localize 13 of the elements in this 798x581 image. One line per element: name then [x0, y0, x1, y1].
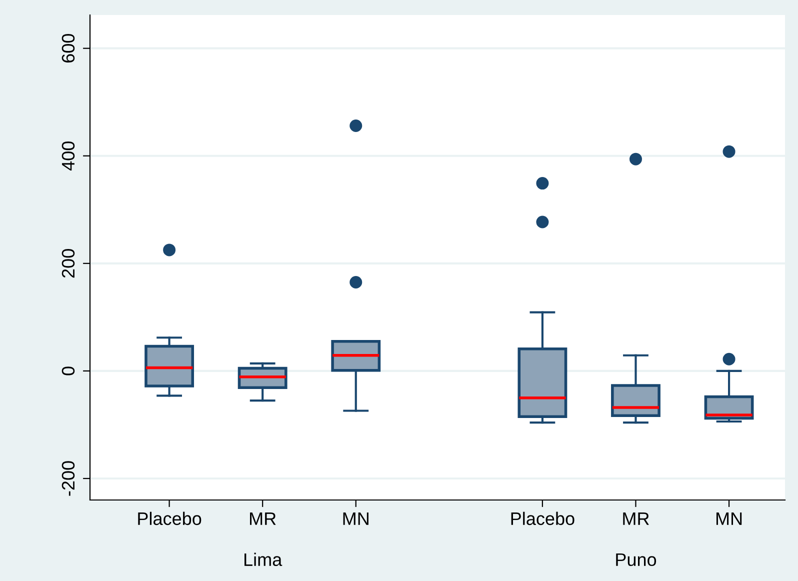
text: Puno [616, 553, 656, 566]
y-tick-label: 600 [62, 34, 75, 62]
x-tick-label: Placebo [138, 512, 202, 526]
x-tick-label: Placebo [511, 512, 574, 526]
x-tick-label: MN [716, 512, 742, 525]
text: Lima [244, 552, 282, 566]
y-tick-label: 0 [62, 366, 75, 376]
y-tick-label: 400 [62, 142, 75, 171]
y-tick-label: 200 [62, 249, 75, 278]
x-tick-label: MN [343, 512, 368, 525]
x-tick-label: MR [250, 512, 276, 525]
x-tick-label: MR [623, 512, 649, 525]
y-tick-label: -200 [62, 461, 75, 496]
